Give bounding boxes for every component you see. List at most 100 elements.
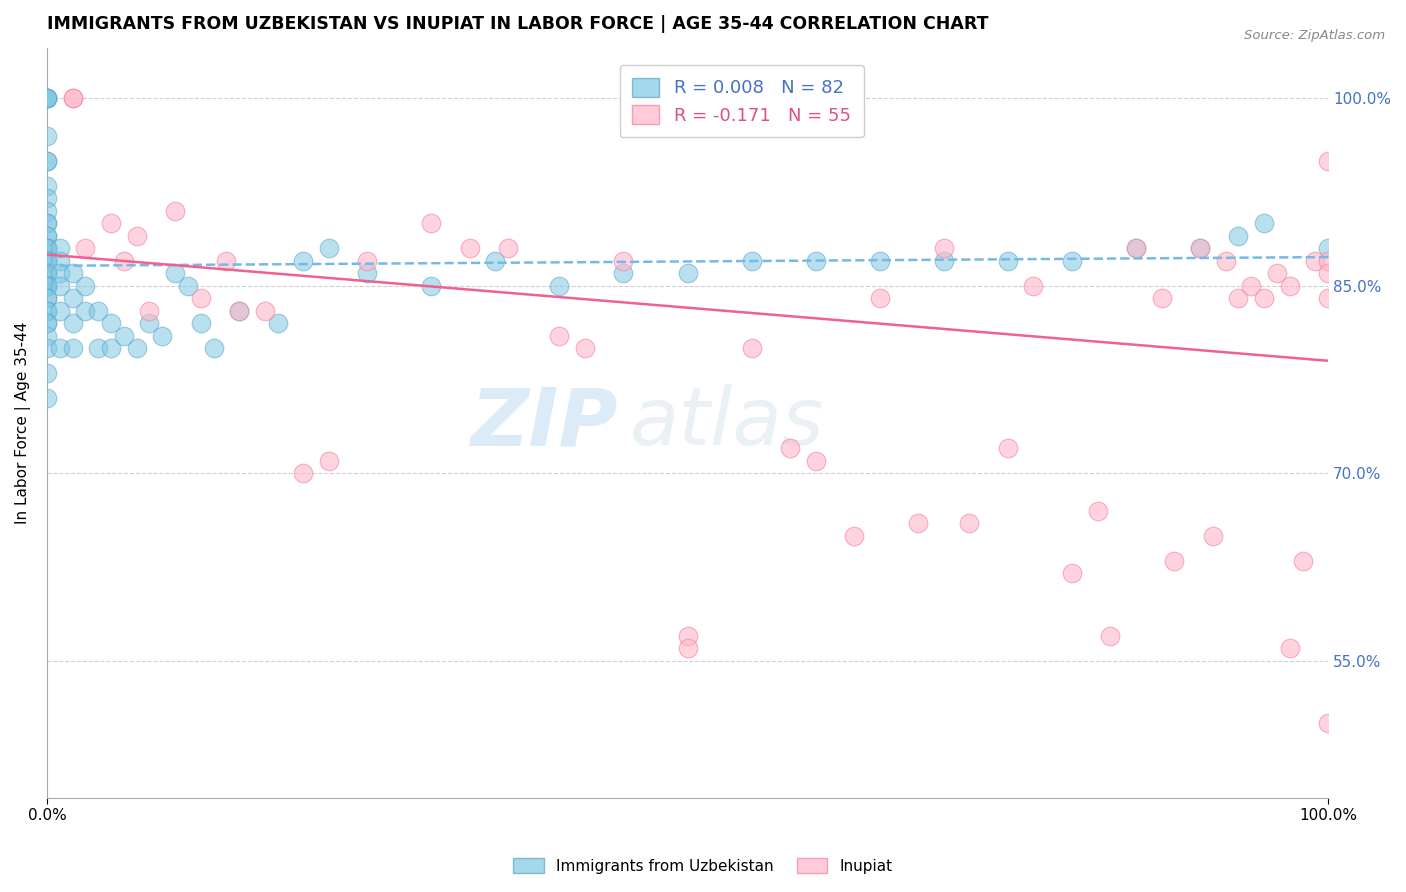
Point [150,328,173,343]
Point [35,266,58,280]
Point [1240,278,1263,293]
Point [253,303,276,318]
Point [75,278,97,293]
Point [804,253,827,268]
Point [35,241,58,255]
Point [1215,253,1237,268]
Point [842,529,865,543]
Point [292,467,315,481]
Point [292,253,315,268]
Point [165,266,187,280]
Point [100,316,122,330]
Point [125,341,148,355]
Point [1317,241,1340,255]
Point [35,253,58,268]
Point [1317,253,1340,268]
Point [1253,291,1275,305]
Point [1202,529,1225,543]
Text: IMMIGRANTS FROM UZBEKISTAN VS INUPIAT IN LABOR FORCE | AGE 35-44 CORRELATION CHA: IMMIGRANTS FROM UZBEKISTAN VS INUPIAT IN… [46,15,988,33]
Point [35,316,58,330]
Point [62,291,84,305]
Point [869,253,891,268]
Point [35,91,58,105]
Point [1189,241,1212,255]
Point [676,266,699,280]
Point [215,253,238,268]
Point [1253,216,1275,230]
Point [496,241,519,255]
Point [35,191,58,205]
Point [75,303,97,318]
Point [957,516,980,531]
Point [35,278,58,293]
Point [62,316,84,330]
Point [1022,278,1045,293]
Point [1317,716,1340,731]
Point [1163,554,1185,568]
Point [420,278,443,293]
Legend: Immigrants from Uzbekistan, Inupiat: Immigrants from Uzbekistan, Inupiat [508,852,898,880]
Point [49,341,72,355]
Point [35,228,58,243]
Point [190,291,212,305]
Point [932,253,955,268]
Point [741,253,763,268]
Point [35,241,58,255]
Point [35,91,58,105]
Point [356,266,378,280]
Point [1150,291,1173,305]
Point [35,328,58,343]
Point [1227,291,1250,305]
Text: ZIP: ZIP [470,384,617,462]
Point [35,178,58,193]
Point [62,341,84,355]
Point [1305,253,1327,268]
Point [484,253,506,268]
Point [228,303,250,318]
Point [779,442,801,456]
Point [804,454,827,468]
Point [49,241,72,255]
Point [420,216,443,230]
Point [1265,266,1288,280]
Point [62,91,84,105]
Point [318,241,340,255]
Point [35,266,58,280]
Point [35,291,58,305]
Point [35,153,58,168]
Point [612,253,634,268]
Point [62,91,84,105]
Point [87,303,110,318]
Point [612,266,634,280]
Point [1060,253,1083,268]
Point [35,391,58,405]
Legend: R = 0.008   N = 82, R = -0.171   N = 55: R = 0.008 N = 82, R = -0.171 N = 55 [620,65,863,137]
Point [35,241,58,255]
Point [1125,241,1147,255]
Point [87,341,110,355]
Point [35,91,58,105]
Point [1060,566,1083,581]
Point [49,278,72,293]
Point [35,278,58,293]
Point [35,253,58,268]
Point [1291,554,1313,568]
Point [165,203,187,218]
Point [112,328,135,343]
Point [997,442,1019,456]
Point [1125,241,1147,255]
Point [932,241,955,255]
Point [35,216,58,230]
Point [1227,228,1250,243]
Point [125,228,148,243]
Point [1278,278,1301,293]
Point [458,241,481,255]
Point [49,253,72,268]
Point [548,328,571,343]
Point [35,303,58,318]
Point [75,241,97,255]
Point [997,253,1019,268]
Point [49,303,72,318]
Point [356,253,378,268]
Point [548,278,571,293]
